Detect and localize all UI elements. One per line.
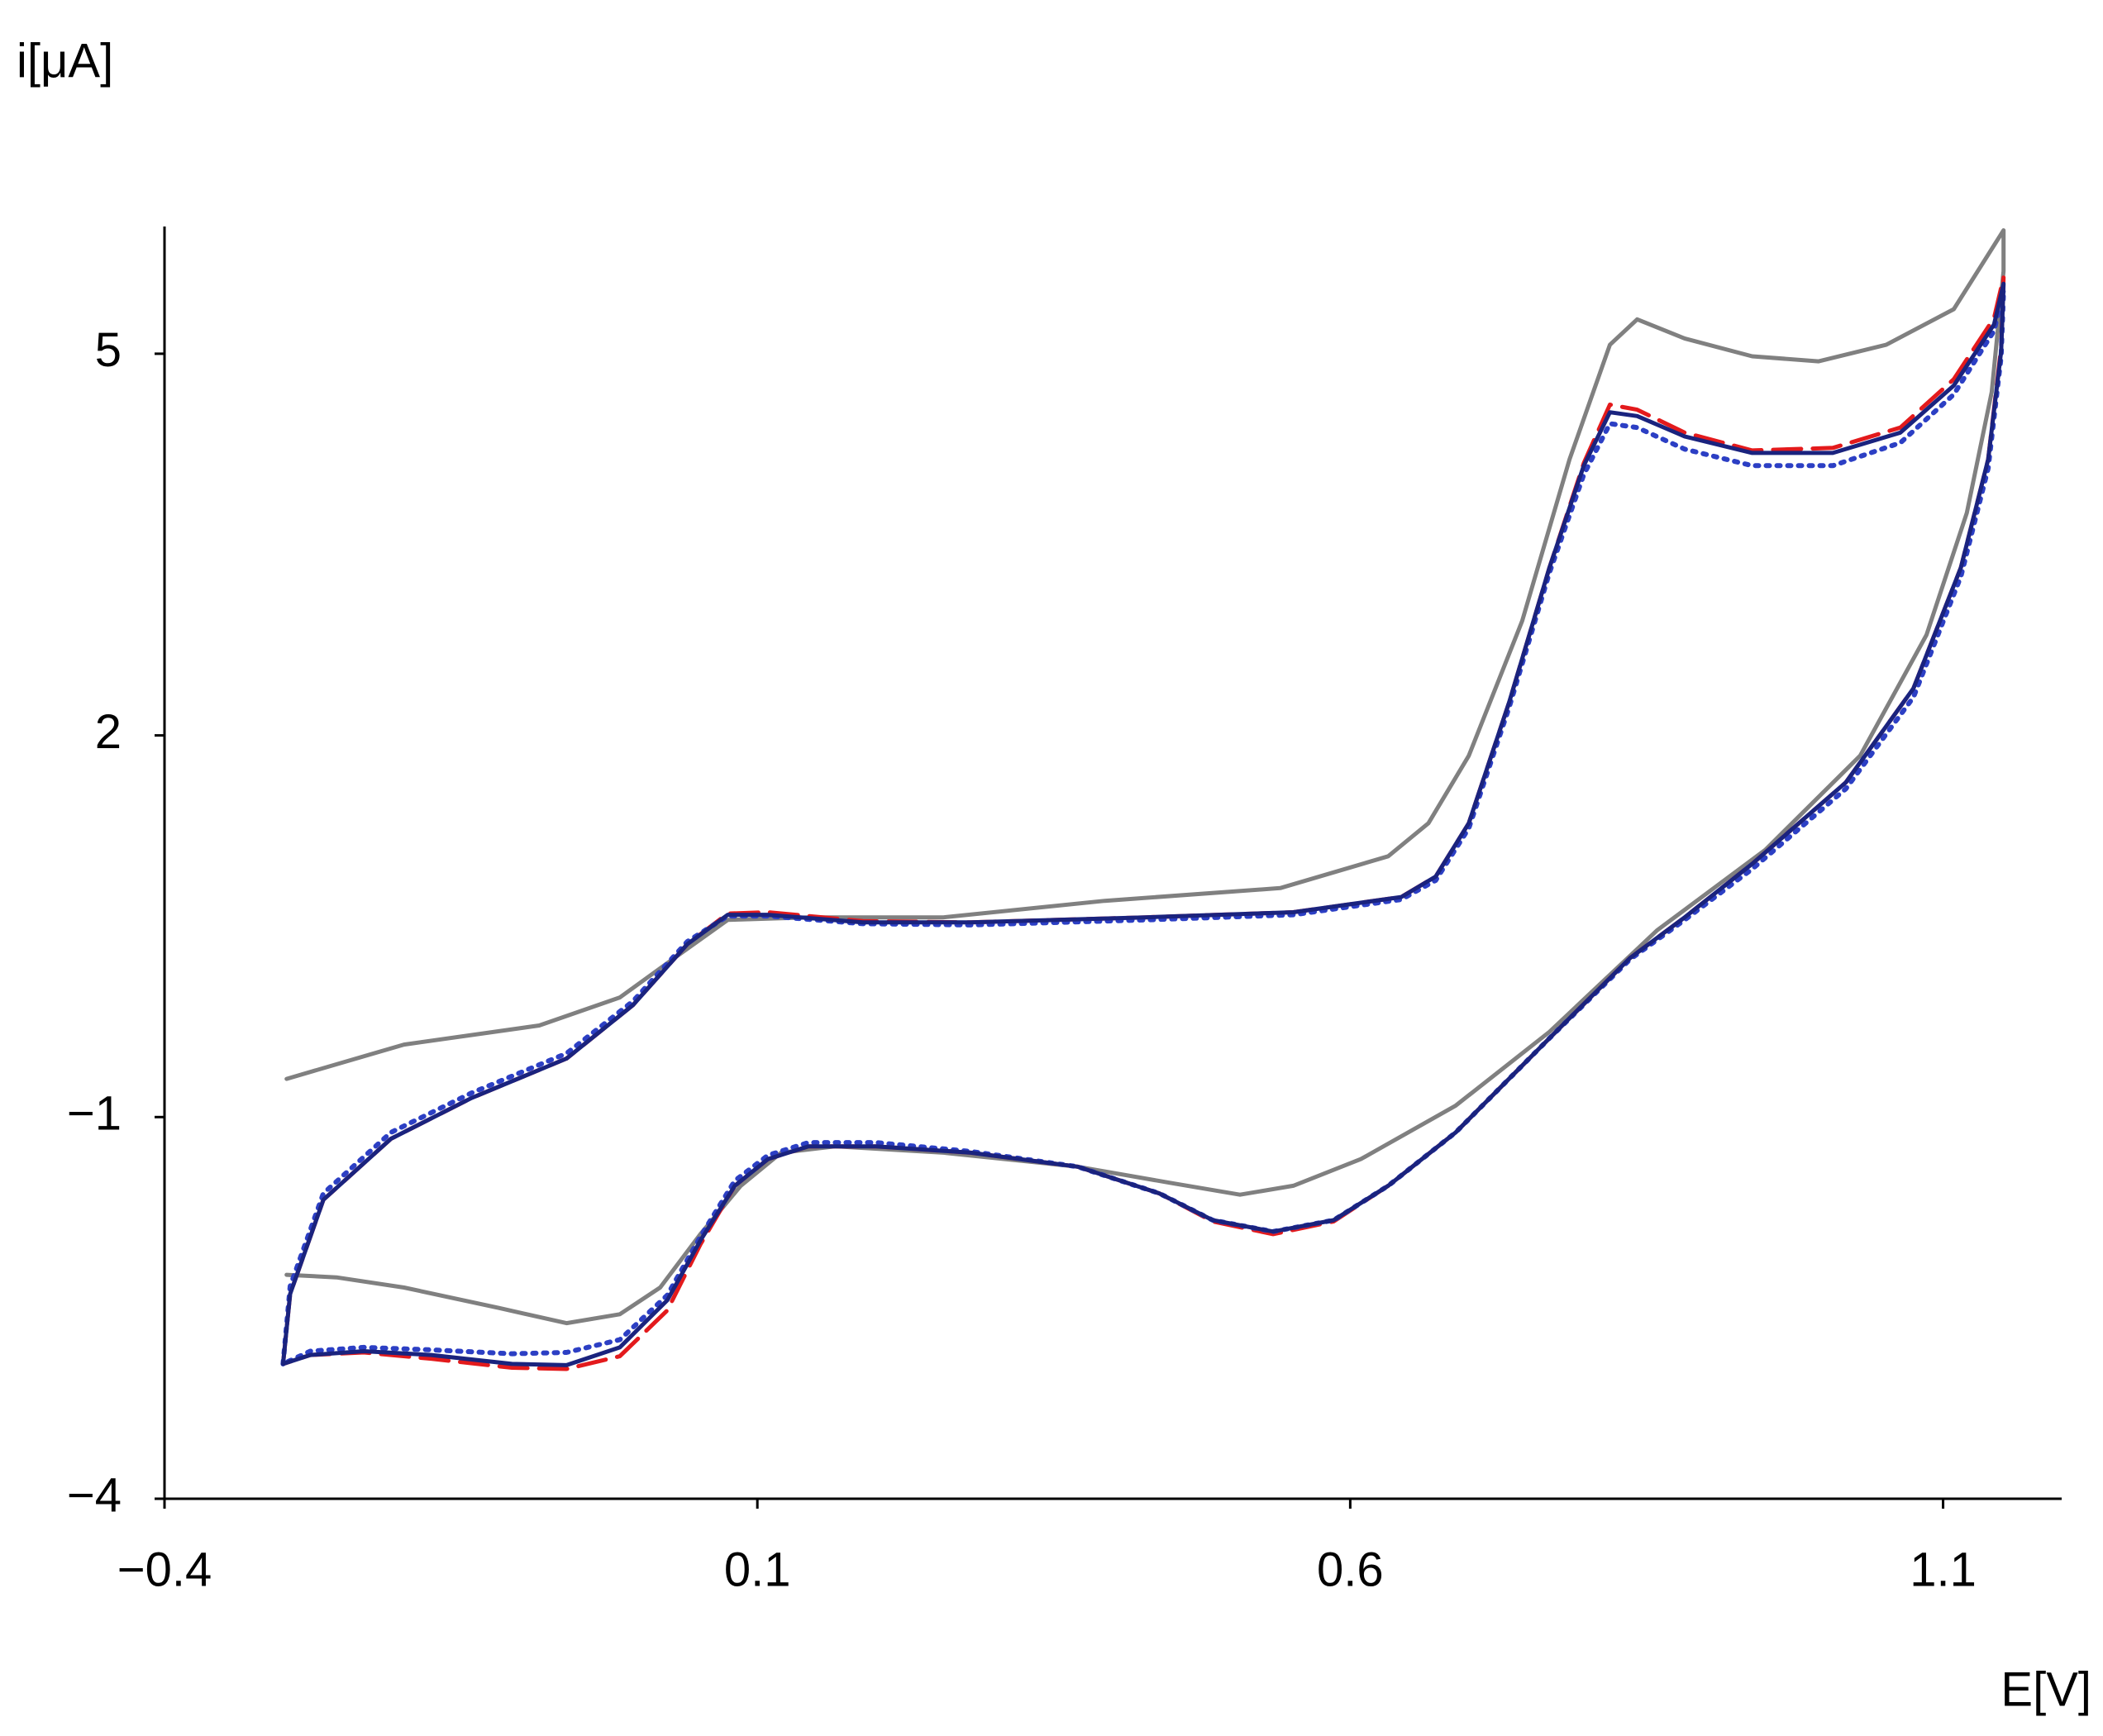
series-line xyxy=(280,281,2006,1367)
x-tick-label: 1.1 xyxy=(1910,1543,1977,1596)
y-axis-label: i[μA] xyxy=(17,34,113,88)
x-tick-label: −0.4 xyxy=(117,1543,212,1596)
x-tick-label: 0.6 xyxy=(1317,1543,1384,1596)
series-line xyxy=(284,228,2006,1326)
y-tick-label: 5 xyxy=(95,323,122,377)
y-tick-label: −1 xyxy=(67,1087,122,1141)
series-line xyxy=(280,275,2006,1371)
x-axis-label: E[V] xyxy=(2000,1662,2091,1716)
y-tick-label: −4 xyxy=(67,1468,122,1522)
x-tick-label: 0.1 xyxy=(724,1543,791,1596)
y-tick-label: 2 xyxy=(95,705,122,759)
